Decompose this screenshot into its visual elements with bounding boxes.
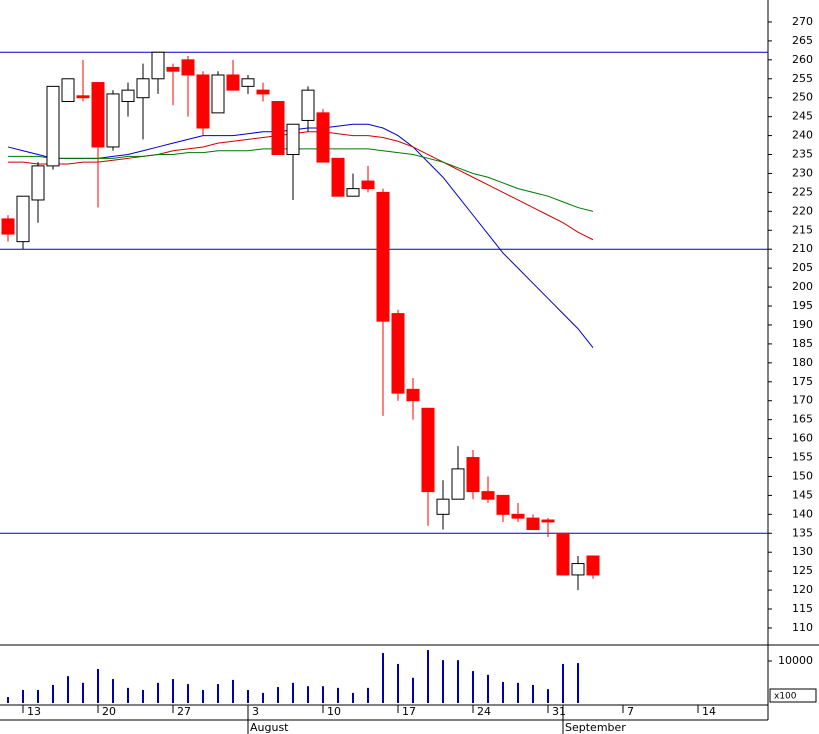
y-tick-label: 225 — [792, 185, 813, 198]
x-tick-label: 10 — [327, 705, 341, 718]
candle-body — [151, 51, 165, 80]
y-tick-label: 230 — [792, 166, 813, 179]
y-tick-label: 270 — [792, 15, 813, 28]
y-tick-label: 155 — [792, 451, 813, 464]
y-tick-label: 245 — [792, 110, 813, 123]
candle-body — [226, 74, 240, 91]
candle-body — [61, 78, 75, 103]
candle-body — [451, 468, 465, 500]
candle-body — [511, 513, 525, 519]
x-tick-label: 13 — [27, 705, 41, 718]
moving-average — [8, 148, 594, 212]
candle-body — [556, 532, 570, 576]
candle-body — [196, 74, 210, 129]
candle-body — [406, 388, 420, 402]
candle-body — [16, 195, 30, 243]
x-tick-label: 17 — [402, 705, 416, 718]
candle-body — [541, 519, 555, 523]
y-tick-label: 200 — [792, 280, 813, 293]
y-tick-label: 260 — [792, 53, 813, 66]
x-tick-label: 24 — [477, 705, 491, 718]
y-tick-label: 265 — [792, 34, 813, 47]
candle-body — [31, 165, 45, 201]
x-tick-label: 3 — [252, 705, 259, 718]
y-tick-label: 210 — [792, 242, 813, 255]
candle-body — [256, 89, 270, 95]
unit-box — [769, 688, 817, 703]
candle-body — [166, 66, 180, 72]
candle-body — [136, 78, 150, 99]
candle-body — [391, 313, 405, 394]
y-tick-label: 235 — [792, 148, 813, 161]
y-tick-label: 205 — [792, 261, 813, 274]
y-tick-label: 185 — [792, 337, 813, 350]
candle-body — [91, 82, 105, 148]
y-tick-label: 195 — [792, 299, 813, 312]
y-tick-label: 120 — [792, 583, 813, 596]
y-tick-label: 160 — [792, 432, 813, 445]
y-tick-label: 215 — [792, 223, 813, 236]
candle-body — [271, 101, 285, 156]
candle-body — [526, 517, 540, 530]
candle-body — [76, 95, 90, 99]
candle-body — [496, 494, 510, 515]
candle-body — [1, 218, 15, 235]
volume-unit-label: x100 — [774, 692, 797, 702]
candle-body — [181, 59, 195, 76]
x-tick-label: 14 — [702, 705, 716, 718]
candle-body — [301, 89, 315, 121]
x-tick-label: 7 — [627, 705, 634, 718]
candle-body — [106, 93, 120, 148]
y-tick-label: 250 — [792, 91, 813, 104]
y-tick-label: 135 — [792, 526, 813, 539]
candle-body — [361, 180, 375, 190]
y-tick-label: 220 — [792, 204, 813, 217]
y-tick-label: 115 — [792, 602, 813, 615]
candle-body — [46, 85, 60, 167]
y-tick-label: 165 — [792, 413, 813, 426]
candle-body — [331, 157, 345, 197]
candle-body — [586, 555, 600, 576]
y-tick-label: 180 — [792, 356, 813, 369]
candle-body — [421, 407, 435, 493]
y-tick-label: 145 — [792, 488, 813, 501]
candle-body — [436, 498, 450, 515]
y-tick-label: 190 — [792, 318, 813, 331]
month-label: September — [565, 721, 626, 734]
candle-body — [316, 112, 330, 163]
candle-body — [481, 491, 495, 500]
candle-body — [571, 563, 585, 576]
x-tick-label: 27 — [177, 705, 191, 718]
moving-average — [8, 131, 594, 241]
y-tick-label: 125 — [792, 564, 813, 577]
x-tick-label: 31 — [552, 705, 566, 718]
y-tick-label: 140 — [792, 507, 813, 520]
candle-body — [346, 188, 360, 197]
x-tick-label: 20 — [102, 705, 116, 718]
moving-average — [7, 123, 594, 348]
y-tick-label: 170 — [792, 394, 813, 407]
month-label: August — [250, 721, 289, 734]
candle-body — [286, 123, 300, 156]
y-tick-label: 175 — [792, 375, 813, 388]
y-tick-label: 110 — [792, 621, 813, 634]
candle-body — [466, 457, 480, 493]
y-tick-label: 240 — [792, 129, 813, 142]
candle-body — [121, 89, 135, 103]
volume-tick-label: 10000 — [778, 654, 813, 667]
y-tick-label: 255 — [792, 72, 813, 85]
candle-body — [211, 74, 225, 114]
y-tick-label: 130 — [792, 545, 813, 558]
candle-body — [376, 191, 390, 322]
candle-body — [241, 78, 255, 87]
y-tick-label: 150 — [792, 469, 813, 482]
